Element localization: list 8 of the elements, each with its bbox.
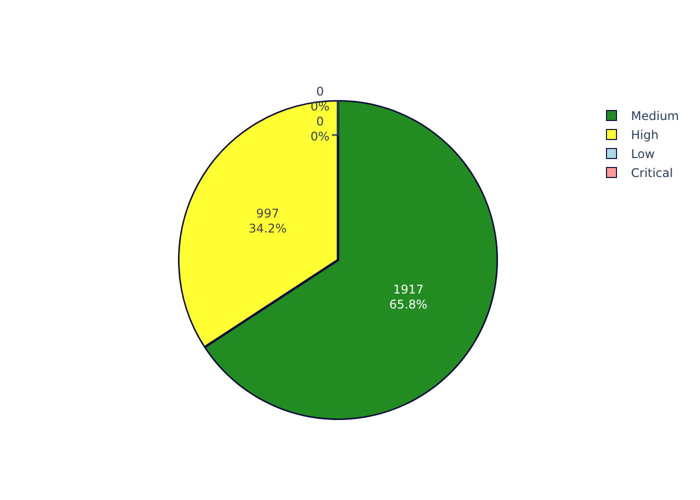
data-label: 997 34.2% [248,206,287,236]
legend-label: Critical [631,166,673,180]
data-label: 1917 65.8% [389,282,428,312]
text: 0 0% [310,84,330,114]
legend-label: High [631,128,659,142]
text: 0 0% [310,114,330,144]
legend-label: Medium [631,108,679,122]
legend-label: Low [631,146,655,160]
